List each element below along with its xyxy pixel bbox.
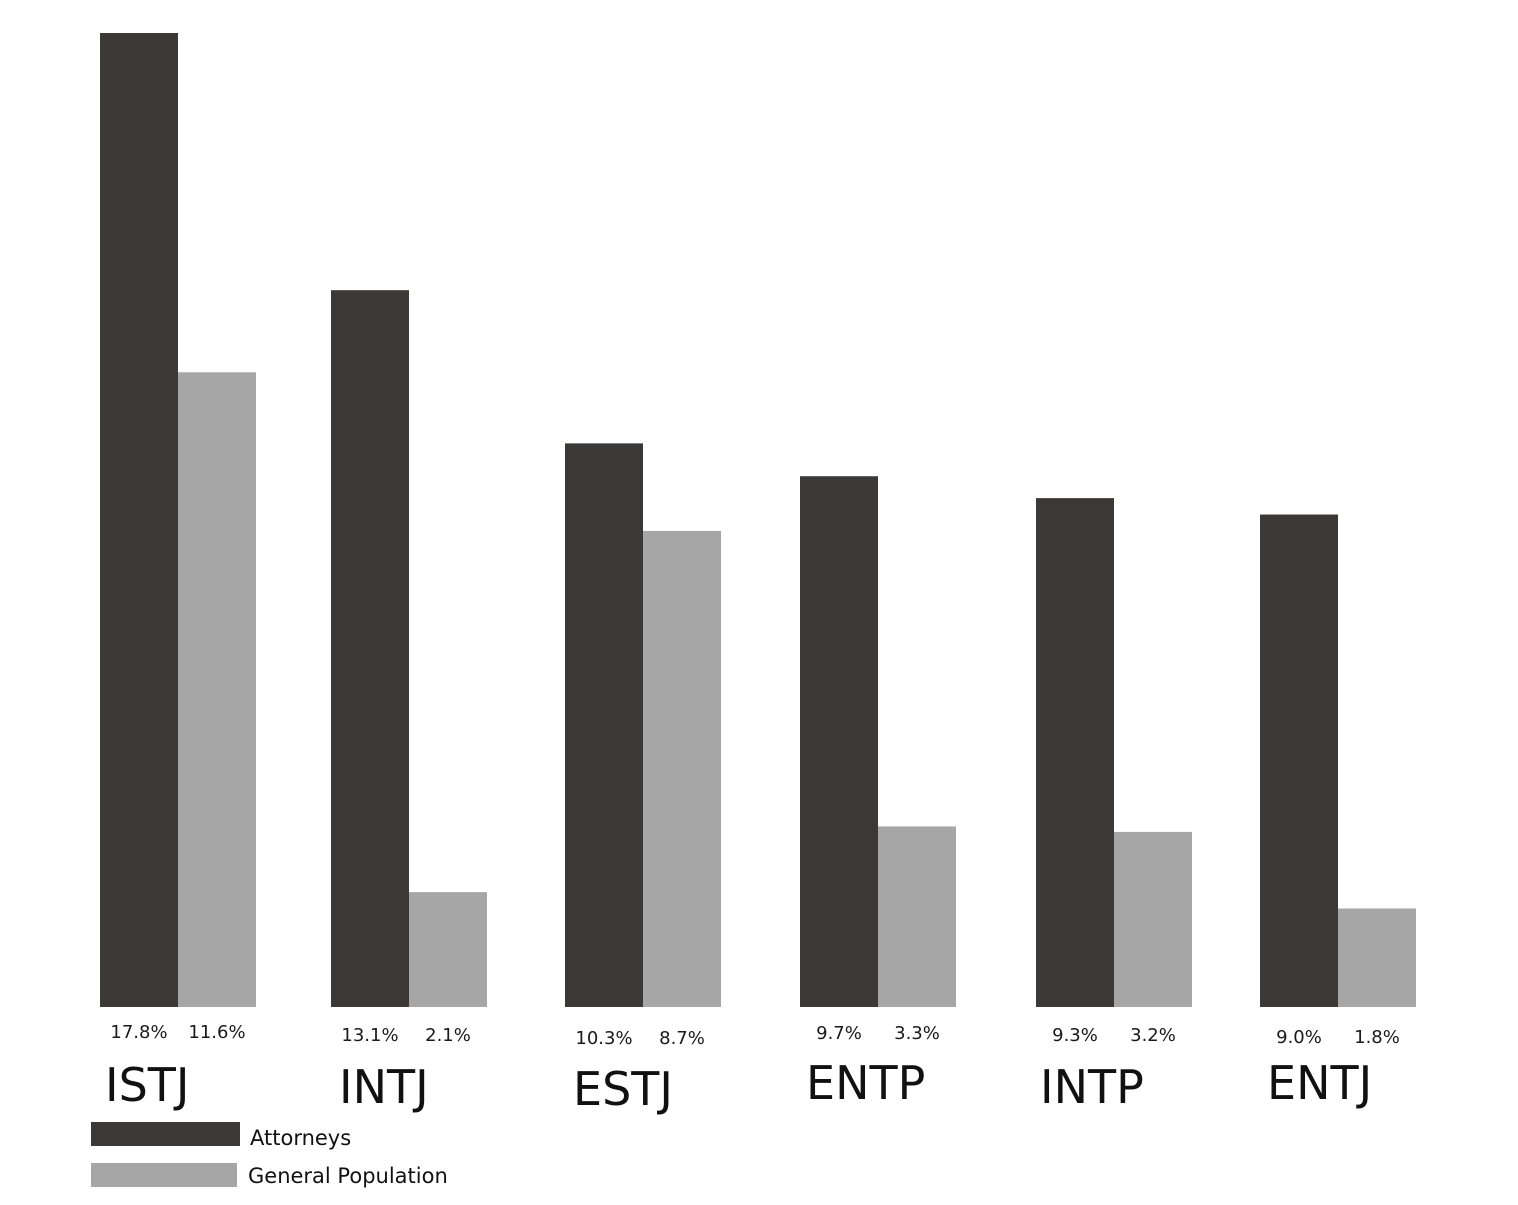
value-label-estj-attorneys: 10.3% xyxy=(575,1028,632,1049)
category-label-intj: INTJ xyxy=(339,1060,429,1114)
value-label-istj-attorneys: 17.8% xyxy=(110,1022,167,1043)
value-label-intj-general-population: 2.1% xyxy=(425,1025,471,1046)
value-label-istj-general-population: 11.6% xyxy=(188,1022,245,1043)
bar-entp-attorneys xyxy=(800,476,878,1007)
bar-intp-general-population xyxy=(1114,831,1192,1007)
bar-intj-attorneys xyxy=(331,290,409,1007)
bar-istj-general-population xyxy=(178,372,256,1007)
legend-swatch-general-population xyxy=(91,1163,237,1187)
value-label-entj-general-population: 1.8% xyxy=(1354,1027,1400,1048)
category-label-istj: ISTJ xyxy=(105,1058,189,1112)
value-label-intp-attorneys: 9.3% xyxy=(1052,1025,1098,1046)
value-label-entj-attorneys: 9.0% xyxy=(1276,1027,1322,1048)
value-label-intj-attorneys: 13.1% xyxy=(341,1025,398,1046)
category-label-entp: ENTP xyxy=(806,1056,925,1110)
legend-swatch-attorneys xyxy=(91,1122,240,1146)
bar-entj-general-population xyxy=(1338,908,1416,1007)
legend-label-attorneys: Attorneys xyxy=(250,1126,351,1150)
value-labels-group: 17.8% 11.6% 13.1% 2.1% 10.3% 8.7% 9.7% 3.3% 9.3%… xyxy=(110,1022,1399,1049)
bar-estj-general-population xyxy=(643,530,721,1007)
value-label-entp-attorneys: 9.7% xyxy=(816,1023,862,1044)
category-label-entj: ENTJ xyxy=(1267,1056,1372,1110)
category-label-estj: ESTJ xyxy=(573,1062,673,1116)
bar-intp-attorneys xyxy=(1036,498,1114,1007)
category-labels-group: ISTJ INTJ ESTJ ENTP INTP ENTJ xyxy=(105,1056,1372,1116)
bars-group xyxy=(100,33,1416,1007)
legend-label-general-population: General Population xyxy=(248,1164,448,1188)
bar-entp-general-population xyxy=(878,826,956,1007)
value-label-intp-general-population: 3.2% xyxy=(1130,1025,1176,1046)
bar-entj-attorneys xyxy=(1260,514,1338,1007)
bar-estj-attorneys xyxy=(565,443,643,1007)
bar-intj-general-population xyxy=(409,892,487,1007)
category-label-intp: INTP xyxy=(1040,1060,1144,1114)
legend: Attorneys General Population xyxy=(91,1122,448,1188)
value-label-entp-general-population: 3.3% xyxy=(894,1023,940,1044)
value-label-estj-general-population: 8.7% xyxy=(659,1028,705,1049)
bar-istj-attorneys xyxy=(100,33,178,1007)
